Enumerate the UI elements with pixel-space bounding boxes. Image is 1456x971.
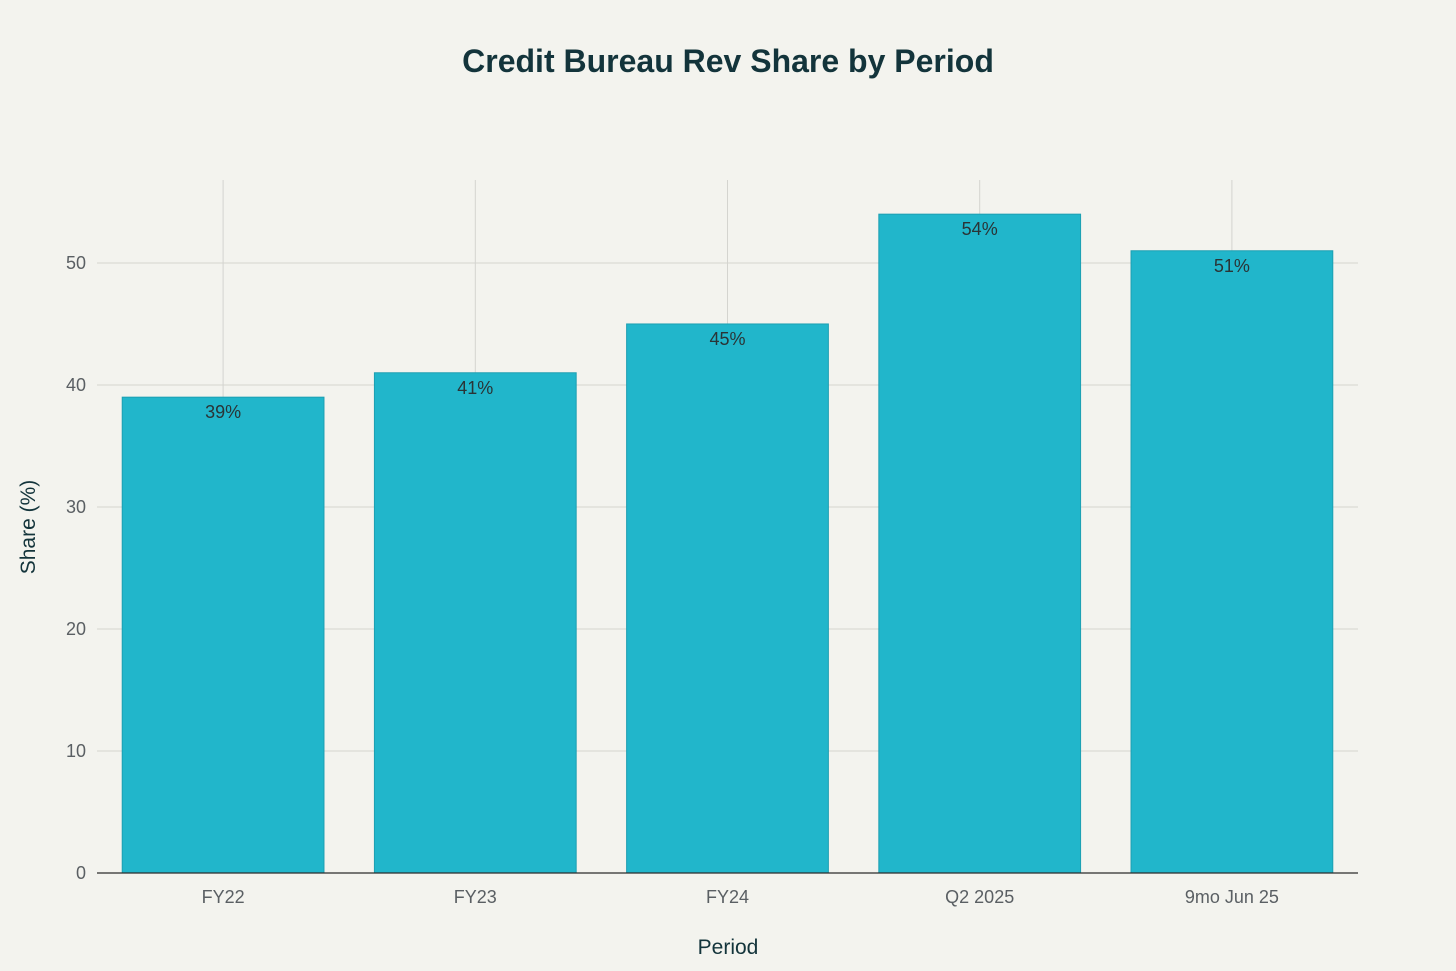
y-tick-label: 50	[66, 253, 86, 273]
bar-data-label: 41%	[457, 378, 493, 398]
bar-data-label: 45%	[709, 329, 745, 349]
y-tick-label: 0	[76, 863, 86, 883]
x-tick-label: Q2 2025	[945, 887, 1014, 907]
bar	[121, 396, 325, 874]
x-tick-label: FY22	[202, 887, 245, 907]
y-tick-label: 10	[66, 741, 86, 761]
y-axis-title: Share (%)	[17, 480, 40, 575]
bar	[373, 372, 577, 874]
bar-data-label: 54%	[962, 219, 998, 239]
y-tick-label: 20	[66, 619, 86, 639]
axes: 0 10 20 30 40 50 FY22 FY23 FY24 Q2 2025 9mo Jun 25	[66, 253, 1358, 907]
y-tick-label: 40	[66, 375, 86, 395]
bar-data-label: 39%	[205, 402, 241, 422]
x-tick-label: FY23	[454, 887, 497, 907]
chart-title: Credit Bureau Rev Share by Period	[462, 43, 994, 79]
bar	[626, 323, 829, 874]
data-labels: 39% 41% 45% 54% 51%	[205, 219, 1250, 422]
y-tick-label: 30	[66, 497, 86, 517]
bar	[1130, 250, 1334, 874]
x-axis-title: Period	[698, 936, 759, 959]
x-tick-label: FY24	[706, 887, 749, 907]
bar	[878, 213, 1082, 874]
bar-data-label: 51%	[1214, 256, 1250, 276]
x-tick-label: 9mo Jun 25	[1185, 887, 1279, 907]
